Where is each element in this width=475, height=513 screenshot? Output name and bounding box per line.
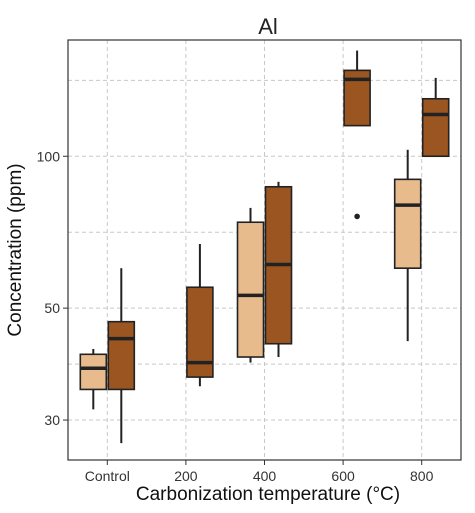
y-axis-title: Concentration (ppm)	[5, 163, 26, 336]
x-tick-label: 200	[174, 468, 198, 484]
x-tick-label: 800	[410, 468, 434, 484]
box-dark-400	[264, 181, 293, 358]
box-dark-800	[421, 77, 450, 158]
box-dark-200	[186, 244, 214, 387]
outlier-point	[354, 213, 360, 220]
x-tick-label: 400	[253, 468, 277, 484]
iqr-box	[79, 353, 108, 391]
y-tick-label: 50	[44, 300, 60, 316]
box-dark-600	[343, 50, 371, 220]
boxes	[79, 50, 450, 444]
iqr-box	[236, 221, 265, 358]
box-dark-Control	[107, 268, 136, 444]
chart-title: Al	[258, 14, 278, 39]
box-light-Control	[79, 348, 108, 410]
box-light-400	[236, 207, 265, 363]
box-light-800	[393, 149, 422, 342]
x-tick-label: 600	[331, 468, 355, 484]
iqr-box	[393, 178, 422, 269]
axis-ticks: 30 50 100 Control 200 400 600 800	[37, 148, 434, 484]
x-tick-label: Control	[85, 468, 130, 484]
y-tick-label: 30	[44, 412, 60, 428]
y-tick-label: 100	[37, 148, 61, 164]
iqr-box	[421, 97, 450, 158]
iqr-box	[107, 320, 136, 391]
x-axis-title: Carbonization temperature (°C)	[136, 484, 400, 505]
grid-lines	[68, 40, 461, 460]
